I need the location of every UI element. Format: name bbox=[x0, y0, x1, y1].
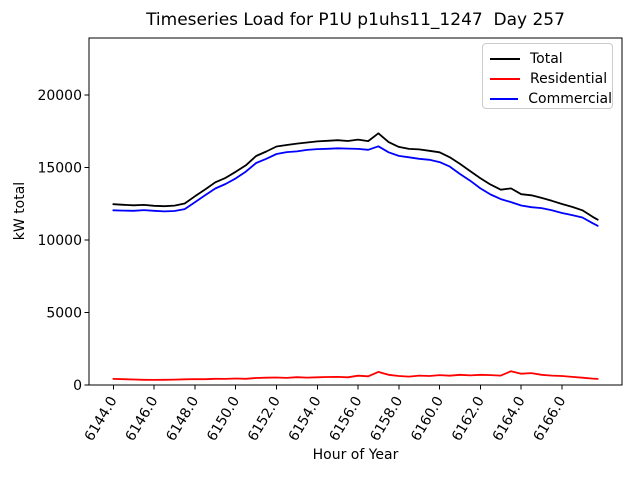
legend-label: Commercial bbox=[528, 91, 612, 107]
x-tick-label: 6150.0 bbox=[204, 394, 243, 444]
commercial-line bbox=[112, 145, 599, 227]
legend-item-residential: Residential bbox=[490, 69, 612, 89]
x-tick-label: 6154.0 bbox=[286, 394, 325, 444]
y-tick-label: 15000 bbox=[37, 160, 82, 176]
x-tick-label: 6166.0 bbox=[531, 394, 570, 444]
residential-line bbox=[112, 370, 599, 381]
x-tick-label: 6162.0 bbox=[449, 394, 488, 444]
x-tick-label: 6152.0 bbox=[245, 394, 284, 444]
legend-line-sample bbox=[490, 58, 520, 60]
x-tick-label: 6164.0 bbox=[490, 394, 529, 444]
x-tick-label: 6148.0 bbox=[163, 394, 202, 444]
legend-label: Residential bbox=[530, 71, 608, 87]
x-tick-label: 6144.0 bbox=[82, 394, 121, 444]
legend-line-sample bbox=[490, 78, 520, 80]
legend-item-commercial: Commercial bbox=[490, 89, 612, 109]
x-tick-label: 6160.0 bbox=[408, 394, 447, 444]
total-line bbox=[112, 132, 599, 221]
x-tick-label: 6158.0 bbox=[367, 394, 406, 444]
legend-item-total: Total bbox=[490, 49, 612, 69]
x-tick-label: 6156.0 bbox=[327, 394, 366, 444]
legend-label: Total bbox=[530, 51, 563, 67]
y-tick-label: 10000 bbox=[37, 233, 82, 249]
y-tick-label: 5000 bbox=[46, 305, 82, 321]
axes-spines bbox=[88, 37, 623, 386]
legend-line-sample bbox=[490, 98, 519, 100]
legend: Total Residential Commercial bbox=[482, 43, 613, 109]
y-tick-label: 20000 bbox=[37, 88, 82, 104]
chart-title: Timeseries Load for P1U p1uhs11_1247 Day… bbox=[146, 10, 565, 30]
y-tick-label: 0 bbox=[73, 378, 82, 394]
x-axis-label: Hour of Year bbox=[312, 447, 399, 463]
x-tick-label: 6146.0 bbox=[123, 394, 162, 444]
